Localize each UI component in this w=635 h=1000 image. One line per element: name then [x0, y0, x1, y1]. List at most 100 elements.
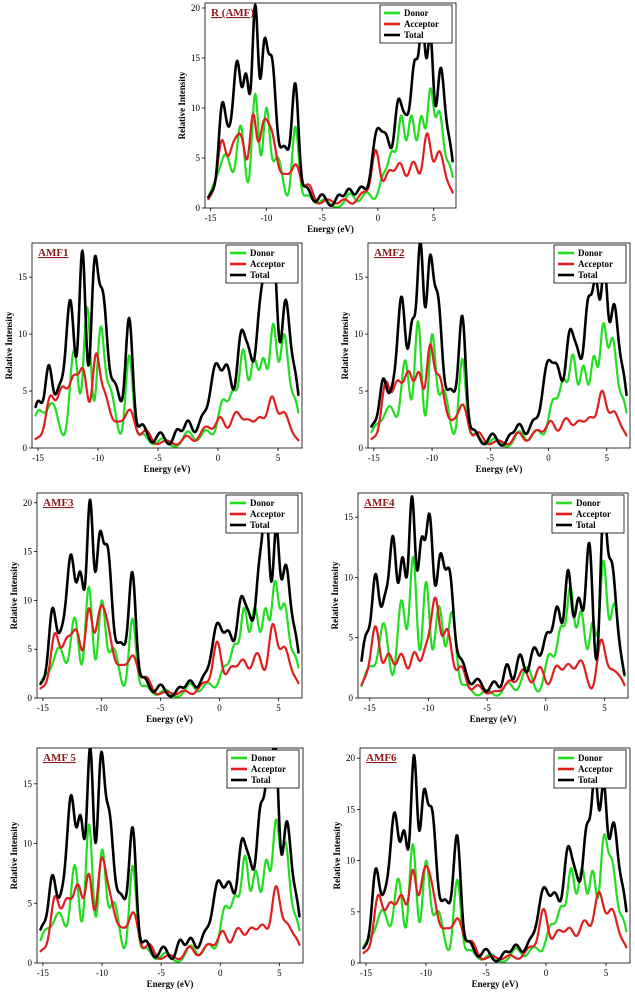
x-tick-label: -15 [360, 968, 372, 978]
series-line-total [207, 3, 454, 207]
x-tick-label: -10 [96, 703, 108, 713]
series-line-acceptor [207, 113, 454, 205]
legend-label-total: Total [578, 775, 598, 785]
legend-label-donor: Donor [251, 753, 276, 763]
x-tick-label: -15 [364, 703, 376, 713]
x-tick-label: -10 [96, 968, 108, 978]
y-tick-label: 15 [346, 804, 356, 814]
y-tick-label: 0 [28, 958, 33, 968]
y-tick-label: 20 [191, 3, 201, 13]
y-axis-label: Relative Intensity [177, 71, 187, 139]
y-tick-label: 15 [18, 272, 28, 282]
x-tick-label: 5 [277, 968, 282, 978]
x-tick-label: -10 [92, 453, 104, 463]
y-tick-label: 15 [23, 547, 33, 557]
series-line-acceptor [370, 343, 628, 446]
legend-label-total: Total [251, 775, 271, 785]
x-axis-label: Energy (eV) [146, 714, 193, 724]
x-tick-label: -5 [318, 213, 326, 223]
chart-amf1: -15 -10 -5 0 5 0 5 10 15 Energy (eV) Relative Inte… [0, 240, 310, 480]
y-tick-label: 15 [344, 512, 354, 522]
legend-label-total: Total [576, 520, 596, 530]
panel-title-r-amf: R (AMF) [211, 7, 254, 19]
x-tick-label: -15 [32, 453, 44, 463]
legend-label-acceptor: Acceptor [404, 19, 439, 29]
chart-svg: -15 -10 -5 0 5 0 5 10 15 Energy (eV) Relative Inte… [4, 242, 303, 474]
y-tick-label: 5 [351, 907, 356, 917]
x-tick-label: -15 [37, 968, 49, 978]
chart-amf6: -15 -10 -5 0 5 0 5 10 15 20 Energy (eV) Relative In… [325, 745, 635, 995]
legend-label-acceptor: Acceptor [578, 764, 613, 774]
legend-label-donor: Donor [578, 753, 603, 763]
x-tick-label: 0 [544, 703, 549, 713]
y-tick-label: 20 [346, 753, 356, 763]
y-tick-label: 5 [359, 386, 364, 396]
legend-label-total: Total [250, 270, 270, 280]
x-tick-label: 0 [217, 703, 222, 713]
y-tick-label: 15 [191, 53, 201, 63]
legend-label-acceptor: Acceptor [576, 509, 611, 519]
x-tick-label: 0 [376, 213, 381, 223]
y-tick-label: 5 [196, 153, 201, 163]
plot-frame [367, 242, 631, 449]
chart-amf2: -15 -10 -5 0 5 0 5 10 15 Energy (eV) Relative Inte… [325, 240, 635, 480]
x-tick-label: 0 [218, 968, 223, 978]
y-tick-label: 5 [28, 898, 33, 908]
x-axis-label: Energy (eV) [470, 714, 517, 724]
series-line-acceptor [360, 596, 626, 695]
chart-r-amf: -15 -10 -5 0 5 0 5 10 15 20 Energy (eV) Relative In… [170, 0, 460, 235]
chart-svg: -15 -10 -5 0 5 0 5 10 15 20 Energy (eV) Relative In… [332, 747, 631, 989]
chart-svg: -15 -10 -5 0 5 0 5 10 15 Energy (eV) Relative Inte… [340, 242, 631, 474]
x-tick-label: 5 [276, 453, 281, 463]
series-line-total [39, 748, 301, 961]
legend-label-donor: Donor [404, 8, 429, 18]
chart-svg: -15 -10 -5 0 5 0 5 10 15 Energy (eV) Relative Inte… [9, 747, 304, 989]
legend-label-acceptor: Acceptor [250, 259, 285, 269]
y-tick-label: 0 [349, 693, 354, 703]
plot-frame [359, 747, 631, 964]
plot-frame [357, 492, 629, 699]
x-tick-label: -10 [420, 968, 432, 978]
x-tick-label: -5 [487, 453, 495, 463]
x-axis-label: Energy (eV) [307, 224, 354, 234]
x-tick-label: 5 [276, 703, 281, 713]
legend-label-acceptor: Acceptor [578, 259, 613, 269]
series-line-total [34, 249, 300, 446]
chart-amf5: -15 -10 -5 0 5 0 5 10 15 Energy (eV) Relative Inte… [0, 745, 310, 995]
legend-label-donor: Donor [250, 248, 275, 258]
legend-label-total: Total [250, 520, 270, 530]
panel-title-amf4: AMF4 [364, 497, 395, 509]
y-axis-label: Relative Intensity [332, 821, 342, 889]
x-tick-label: -10 [426, 453, 438, 463]
y-tick-label: 20 [23, 498, 33, 508]
y-axis-label: Relative Intensity [4, 311, 14, 379]
x-axis-label: Energy (eV) [476, 464, 523, 474]
chart-svg: -15 -10 -5 0 5 0 5 10 15 20 Energy (eV) Relative In… [177, 2, 457, 234]
x-tick-label: -5 [157, 968, 165, 978]
y-tick-label: 10 [346, 856, 356, 866]
y-axis-label: Relative Intensity [9, 561, 19, 629]
chart-svg: -15 -10 -5 0 5 0 5 10 15 20 Energy (eV) Relative In… [9, 492, 303, 724]
y-tick-label: 0 [28, 693, 33, 703]
legend-label-total: Total [578, 270, 598, 280]
x-tick-label: 5 [602, 703, 607, 713]
legend-label-acceptor: Acceptor [251, 764, 286, 774]
y-tick-label: 0 [23, 443, 28, 453]
x-tick-label: -10 [260, 213, 272, 223]
y-tick-label: 10 [191, 103, 201, 113]
y-tick-label: 15 [354, 272, 364, 282]
panel-title-amf3: AMF3 [43, 497, 74, 509]
legend-label-donor: Donor [250, 498, 275, 508]
chart-amf4: -15 -10 -5 0 5 0 5 10 15 Energy (eV) Relative Inte… [325, 490, 635, 730]
y-tick-label: 5 [23, 386, 28, 396]
series-line-donor [34, 306, 300, 448]
y-axis-label: Relative Intensity [9, 821, 19, 889]
legend-label-acceptor: Acceptor [250, 509, 285, 519]
panel-title-amf-5: AMF 5 [43, 752, 76, 764]
x-axis-label: Energy (eV) [147, 979, 194, 989]
series-line-acceptor [34, 352, 300, 446]
